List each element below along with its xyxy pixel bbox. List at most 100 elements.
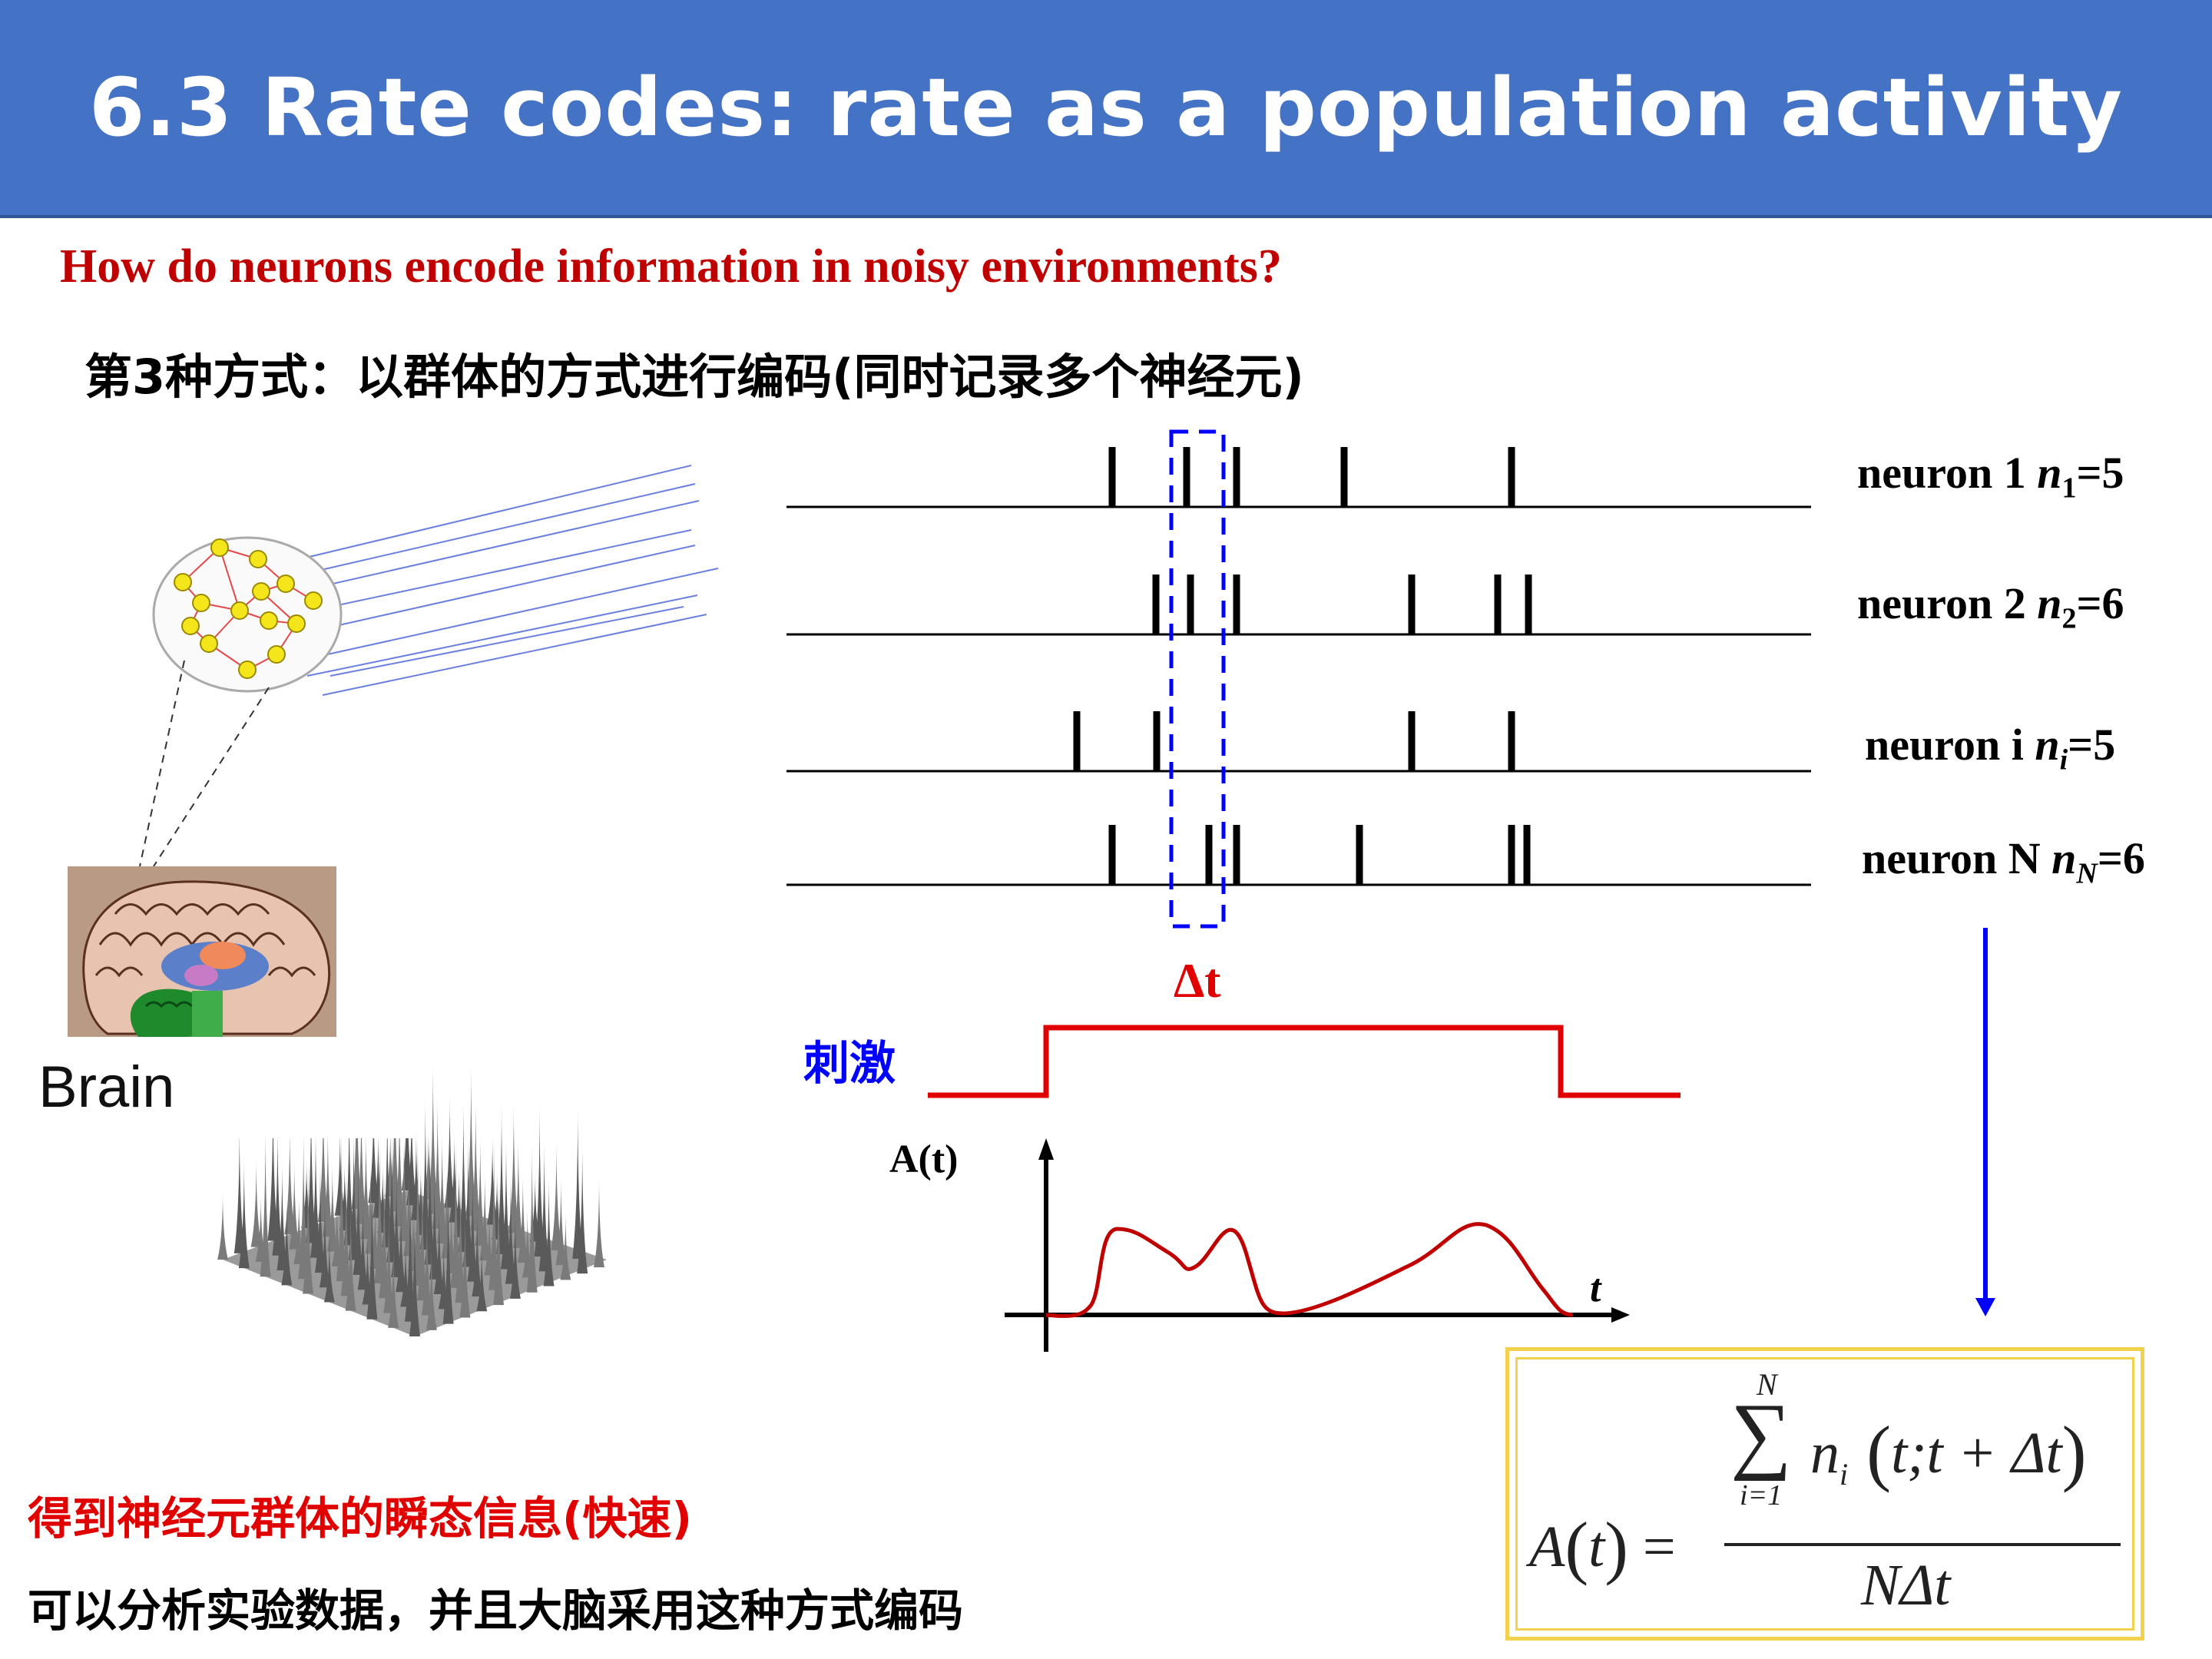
surface-peak — [415, 1165, 426, 1235]
surface-peak — [260, 1121, 271, 1277]
surface-peak — [336, 1126, 347, 1282]
surface-peak — [487, 1134, 498, 1225]
surface-peak — [442, 1168, 454, 1324]
surface-peak — [572, 1103, 584, 1259]
surface-peak — [422, 1130, 434, 1200]
surface-peak — [394, 1092, 406, 1227]
surface-peak — [432, 1094, 443, 1229]
surface-peak — [303, 1160, 314, 1294]
surface-peak — [577, 1140, 588, 1274]
surface-peak — [317, 1088, 329, 1222]
surface-peak — [374, 1128, 386, 1284]
stimulus-label: 刺激 — [803, 1037, 896, 1091]
zoom-line-left — [139, 660, 185, 867]
surface-peak — [445, 1204, 457, 1273]
surface-peak — [416, 1167, 428, 1301]
surface-peak — [450, 1132, 462, 1288]
formula-numerator: ni (t;t + Δt) — [1810, 1411, 2087, 1493]
surface-peak — [594, 1177, 604, 1267]
surface-peak — [343, 1090, 355, 1246]
surface-peak — [281, 1194, 293, 1286]
brain-illustration — [68, 866, 336, 1037]
surface-peak — [538, 1137, 550, 1272]
surface-peak — [492, 1170, 503, 1240]
surface-peak — [250, 1156, 262, 1247]
surface-peak — [500, 1135, 512, 1270]
surface-peak — [410, 1129, 422, 1220]
surface-peak — [233, 1119, 245, 1253]
surface-peak — [383, 1200, 395, 1313]
formula-denominator: NΔt — [1861, 1553, 1951, 1618]
surface-peak — [377, 1163, 389, 1233]
neuron-label-1: neuron 1 n1=5 — [1857, 448, 2124, 505]
surface-peak — [429, 1167, 440, 1280]
surface-peak — [366, 1164, 378, 1320]
formula-sum-symbol: ∑ — [1730, 1386, 1792, 1482]
surface-peak — [467, 1169, 478, 1282]
surface-peak — [465, 1061, 477, 1217]
surface-peak — [472, 1205, 483, 1296]
surface-peak — [276, 1158, 288, 1271]
surface-peak — [449, 1131, 460, 1223]
activity-curve — [1045, 1222, 1574, 1318]
surface-peak — [314, 1160, 326, 1273]
method-text: 第3种方式：以群体的方式进行编码(同时记录多个神经元) — [84, 349, 1304, 405]
surface-peak — [529, 1172, 541, 1242]
neuron-label-N: neuron N nN=6 — [1862, 833, 2145, 890]
surface-peak — [339, 1161, 350, 1231]
surface-peak — [353, 1162, 364, 1275]
surface-peak — [475, 1133, 486, 1246]
zoom-line-right — [153, 687, 270, 867]
surface-peak — [298, 1124, 310, 1280]
surface-peak — [310, 1124, 322, 1258]
formula-sum-bottom: i=1 — [1740, 1479, 1783, 1512]
surface-peak — [334, 1124, 346, 1216]
surface-peak — [362, 1235, 373, 1305]
surface-peak — [436, 1131, 448, 1243]
surface-peak — [348, 1126, 359, 1260]
stimulus-trace — [928, 1025, 1681, 1098]
surface-peak — [272, 1121, 283, 1256]
surface-peak — [453, 1167, 465, 1237]
surface-peak — [293, 1194, 305, 1264]
slide-title: 6.3 Rate codes: rate as a population act… — [89, 61, 2123, 154]
surface-peak — [391, 1164, 402, 1277]
surface-peak — [534, 1101, 545, 1257]
surface-peak — [217, 1190, 228, 1260]
surface-peak — [409, 1203, 420, 1336]
surface-peak — [255, 1192, 267, 1262]
surface-peak — [441, 1167, 452, 1259]
time-window-box — [1169, 429, 1226, 929]
surface-peak — [399, 1129, 410, 1242]
surface-peak — [373, 1127, 384, 1218]
surface-peak — [522, 1208, 533, 1278]
formula-box: A(t) = N ∑ i=1 ni (t;t + Δt) NΔt — [1505, 1347, 2144, 1641]
surface-peak — [360, 1127, 372, 1240]
surface-peak — [301, 1159, 313, 1229]
surface-peak — [508, 1099, 519, 1233]
surface-peak — [512, 1135, 524, 1248]
surface-peak — [382, 1092, 393, 1248]
surface-peak — [424, 1131, 435, 1265]
surface-peak — [331, 1197, 343, 1267]
surface-peak — [385, 1128, 396, 1197]
surface-peak — [289, 1158, 300, 1250]
surface-peak — [369, 1199, 381, 1269]
brain-label: Brain — [38, 1055, 175, 1120]
surface-peak — [365, 1163, 376, 1254]
surface-peak — [406, 1093, 417, 1206]
surface-peak — [560, 1210, 571, 1280]
surface-peak — [470, 1097, 482, 1231]
surface-peak — [444, 1095, 455, 1208]
surface-peak — [551, 1137, 562, 1250]
surface-peak — [386, 1128, 398, 1263]
formula-inner-border — [1515, 1357, 2134, 1631]
surface-peak — [340, 1162, 352, 1296]
surface-peak — [484, 1206, 495, 1276]
arrow-head — [1975, 1298, 1995, 1316]
surface-peak — [403, 1165, 415, 1257]
formula-fraction-bar — [1724, 1543, 2121, 1546]
surface-peak — [479, 1170, 491, 1261]
surface-peak — [267, 1085, 279, 1241]
